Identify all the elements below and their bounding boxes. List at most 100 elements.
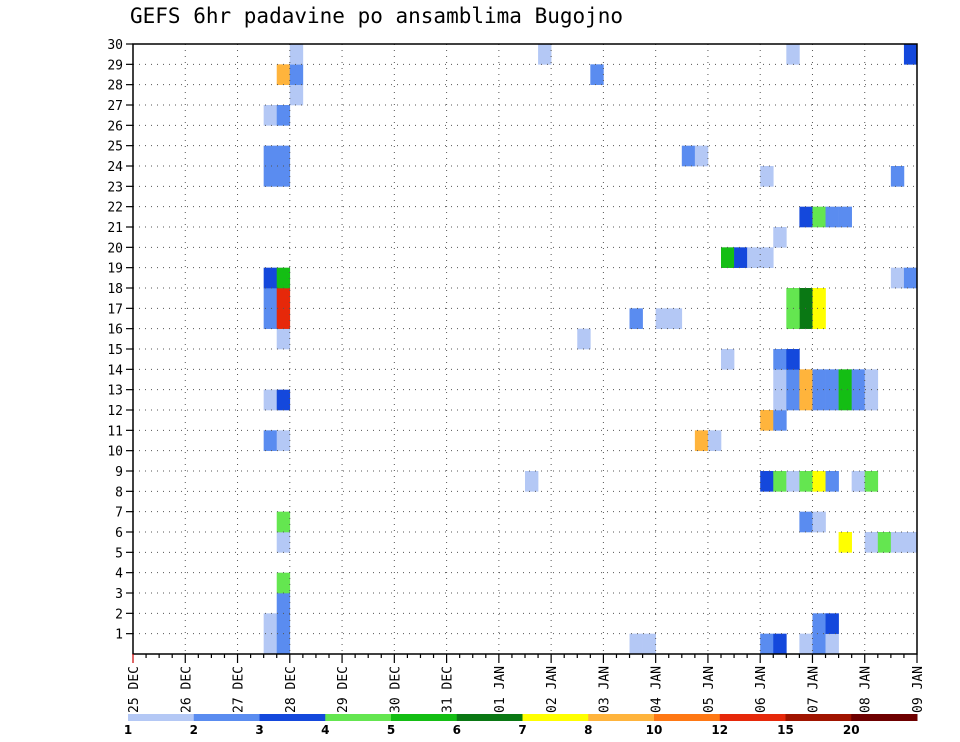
y-tick-label: 26 — [107, 119, 123, 134]
heatmap-cell — [276, 145, 291, 167]
heatmap-cell — [760, 166, 774, 187]
heatmap-cell — [786, 44, 800, 65]
heatmap-cell — [263, 166, 278, 187]
heatmap-cell — [825, 633, 839, 655]
y-tick-label: 24 — [107, 160, 123, 175]
y-tick-label: 16 — [107, 323, 123, 338]
legend-label: 2 — [190, 723, 198, 737]
legend-layer: 1 2 3 4 5 6 7 8 10 12 15 20 — [124, 714, 918, 737]
heatmap-cell — [655, 308, 670, 329]
y-tick-label: 3 — [115, 587, 123, 602]
heatmap-cell — [538, 44, 552, 65]
heatmap-cell — [838, 389, 852, 411]
y-tick-label: 15 — [107, 343, 123, 358]
legend-label: 10 — [646, 723, 663, 737]
heatmap-cell — [903, 267, 918, 289]
heatmap-cell — [263, 308, 278, 329]
heatmap-cell — [799, 369, 813, 390]
heatmap-cell — [721, 349, 735, 370]
y-tick-label: 12 — [107, 404, 123, 419]
heatmap-cell — [276, 633, 291, 655]
heatmap-cell — [590, 64, 604, 85]
heatmap-cell — [864, 471, 879, 492]
heatmap-cell — [890, 532, 905, 553]
heatmap-cell — [642, 633, 656, 655]
x-tick-label: 28 DEC — [284, 666, 299, 713]
y-tick-label: 17 — [107, 302, 123, 317]
heatmap-cell — [786, 349, 800, 370]
heatmap-cell — [877, 532, 892, 553]
heatmap-cell — [773, 369, 787, 390]
heatmap-cell — [799, 308, 813, 329]
y-tick-label: 10 — [107, 445, 123, 460]
heatmap-cell — [773, 410, 787, 431]
heatmap-cell — [838, 532, 852, 553]
heatmap-cell — [864, 389, 879, 411]
legend-label: 12 — [711, 723, 728, 737]
heatmap-cell — [707, 430, 722, 451]
x-tick-label: 29 DEC — [336, 666, 351, 713]
heatmap-cell — [276, 532, 291, 553]
heatmap-cell — [864, 532, 879, 553]
x-tick-label: 07 JAN — [806, 666, 821, 713]
heatmap-cell — [773, 227, 787, 248]
y-tick-label: 29 — [107, 58, 123, 73]
heatmap-cell — [825, 369, 839, 390]
heatmap-cell — [773, 349, 787, 370]
y-tick-label: 20 — [107, 241, 123, 256]
heatmap-cell — [668, 308, 683, 329]
y-tick-label: 30 — [107, 38, 123, 53]
legend-label: 20 — [843, 723, 860, 737]
heatmap-cell — [276, 267, 291, 289]
heatmap-cell — [263, 613, 278, 634]
y-tick-label: 6 — [115, 526, 123, 541]
heatmap-cell — [773, 471, 787, 492]
heatmap-cell — [799, 389, 813, 411]
heatmap-cell — [694, 430, 709, 451]
heatmap-cell — [890, 166, 905, 187]
heatmap-cell — [799, 633, 813, 655]
x-tick-label: 02 JAN — [545, 666, 560, 713]
y-tick-label: 11 — [107, 424, 123, 439]
heatmap-cell — [773, 633, 787, 655]
legend-label: 8 — [584, 723, 592, 737]
heatmap-cell — [786, 369, 800, 390]
heatmap-cell — [812, 471, 826, 492]
x-tick-label: 03 JAN — [597, 666, 612, 713]
heatmap-cell — [903, 532, 918, 553]
heatmap-cell — [263, 633, 278, 655]
heatmap-cell — [851, 369, 866, 390]
heatmap-cell — [812, 206, 826, 228]
heatmap-cell — [851, 471, 866, 492]
legend-swatch — [719, 714, 786, 721]
y-tick-label: 2 — [115, 607, 123, 622]
legend-label: 6 — [453, 723, 461, 737]
heatmap-cell — [289, 44, 304, 65]
heatmap-cell — [903, 44, 918, 65]
heatmap-cell — [890, 267, 905, 289]
heatmap-cell — [629, 308, 643, 329]
heatmap-cell — [747, 247, 761, 268]
y-tick-label: 22 — [107, 201, 123, 216]
x-tick-label: 30 DEC — [388, 666, 403, 713]
heatmap-cell — [812, 288, 826, 309]
x-tick-label: 06 JAN — [754, 666, 769, 713]
legend-swatch — [785, 714, 852, 721]
heatmap-cell — [760, 471, 774, 492]
x-tick-label: 05 JAN — [702, 666, 717, 713]
y-tick-label: 7 — [115, 506, 123, 521]
legend-swatch — [391, 714, 458, 721]
heatmap-cell — [760, 633, 774, 655]
heatmap-cell — [786, 288, 800, 309]
heatmap-cell — [263, 430, 278, 451]
y-tick-label: 25 — [107, 140, 123, 155]
heatmap-cell — [276, 572, 291, 594]
heatmap-cell — [263, 145, 278, 167]
heatmap-cell — [734, 247, 748, 268]
heatmap-cell — [263, 105, 278, 126]
heatmap-cell — [760, 410, 774, 431]
x-tick-label: 01 JAN — [493, 666, 508, 713]
x-tick-label: 25 DEC — [127, 666, 142, 713]
heatmap-cell — [825, 613, 839, 634]
